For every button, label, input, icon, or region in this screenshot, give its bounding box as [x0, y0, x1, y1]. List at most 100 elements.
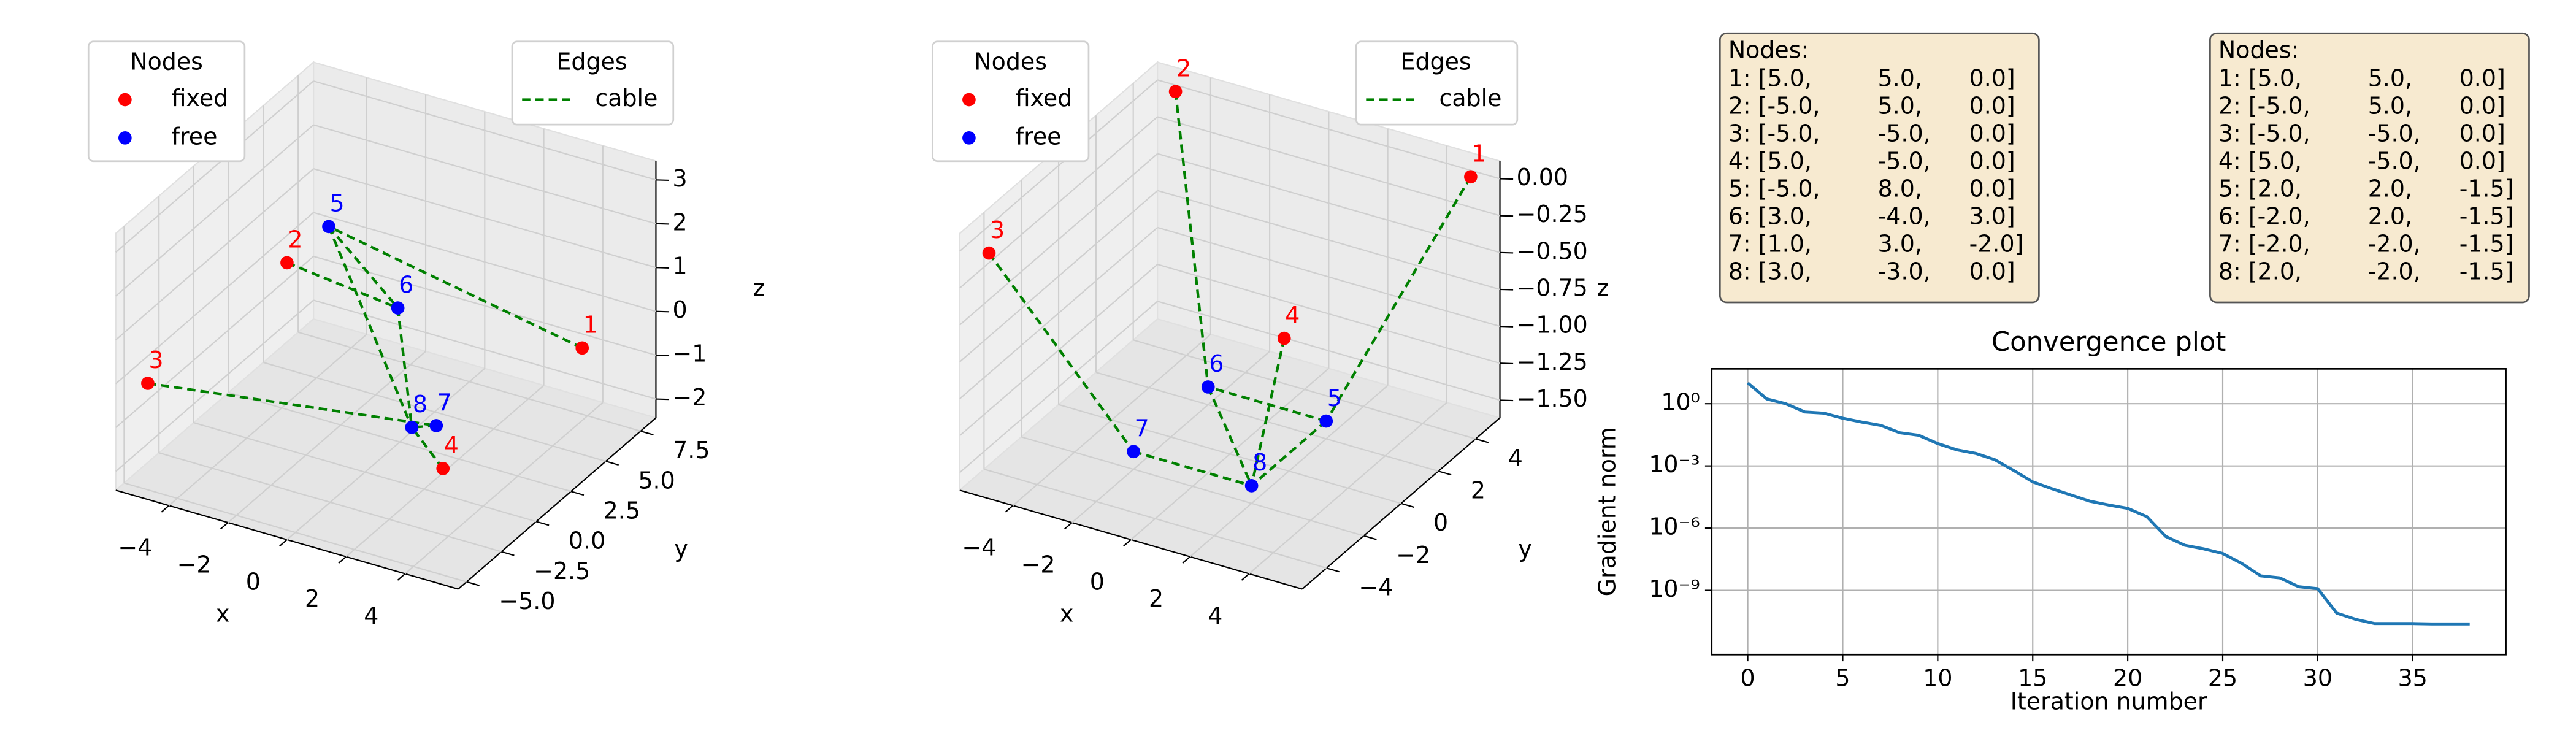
node-label: 1 — [583, 312, 598, 339]
z-tick-label: −0.75 — [1517, 274, 1588, 301]
node — [405, 420, 419, 434]
y-axis-label: y — [1518, 535, 1531, 562]
x-tick-label: 0 — [1090, 568, 1105, 595]
grid-line — [193, 422, 537, 523]
x-tick-label: 10 — [1923, 664, 1952, 691]
legend-label: fixed — [172, 85, 229, 112]
legend-marker — [118, 93, 132, 107]
text-box — [2209, 32, 2530, 304]
tick-mark — [656, 267, 670, 269]
node — [391, 301, 405, 315]
node-label: 1 — [1471, 140, 1486, 167]
text-box-cell: -5.0, — [2368, 120, 2421, 147]
grid-line — [313, 80, 656, 181]
grid-line — [313, 255, 656, 356]
z-tick-label: 2 — [673, 209, 688, 236]
text-box-cell: 1: [5.0, — [2218, 65, 2302, 92]
grid-line — [1157, 264, 1500, 364]
plot-frame — [1711, 368, 2507, 656]
legend-marker — [962, 131, 976, 145]
grid-line — [115, 80, 314, 253]
tick-mark — [1500, 288, 1514, 291]
node-label: 6 — [399, 271, 413, 298]
text-box-cell: 3: [-5.0, — [1728, 120, 1820, 147]
text-box-cell: -5.0, — [1878, 120, 1931, 147]
tick-mark — [1500, 399, 1514, 402]
text-box-cell: 6: [3.0, — [1728, 202, 1812, 229]
text-box — [1719, 32, 2040, 304]
grid-line — [115, 124, 314, 297]
y-tick-label: −5.0 — [499, 588, 555, 615]
tick-mark — [501, 551, 515, 556]
node — [280, 256, 294, 270]
text-box-title: Nodes: — [2218, 36, 2299, 63]
z-tick-label: −1.25 — [1517, 348, 1588, 375]
grid-line — [959, 264, 1158, 437]
grid-line — [115, 299, 314, 472]
edge — [1208, 385, 1327, 423]
y-tick-label: 7.5 — [673, 437, 710, 464]
node-label: 6 — [1209, 350, 1224, 377]
y-tick-label: 0 — [1433, 509, 1448, 536]
z-axis-label: z — [753, 274, 765, 301]
text-box-cell: -5.0, — [2368, 147, 2421, 174]
text-box-title: Nodes: — [1728, 36, 1809, 63]
grid-line — [313, 167, 656, 269]
text-box-cell: 2: [-5.0, — [1728, 92, 1820, 119]
y-axis-label: Gradient norm — [1593, 427, 1620, 596]
tick-mark — [1500, 362, 1514, 364]
tick-mark — [570, 491, 585, 496]
z-tick-label: −2 — [673, 384, 707, 411]
text-box-cell: -2.0, — [2368, 230, 2421, 257]
legend-box — [931, 40, 1090, 163]
node — [575, 341, 589, 355]
node — [1244, 479, 1259, 493]
z-tick-label: −1 — [673, 340, 707, 367]
text-box-cell: 5: [2.0, — [2218, 175, 2302, 202]
legend-box — [511, 40, 675, 126]
grid-line — [115, 168, 314, 341]
z-tick-label: −1.50 — [1517, 385, 1588, 412]
tick-mark — [1241, 573, 1250, 581]
text-box-cell: 4: [5.0, — [1728, 147, 1812, 174]
text-box-cell: -4.0, — [1878, 202, 1931, 229]
tick-mark — [640, 430, 654, 436]
text-box-cell: 3: [-5.0, — [2218, 120, 2310, 147]
grid-line — [115, 212, 314, 385]
grid-line — [313, 124, 656, 224]
text-box-cell: 5: [-5.0, — [1728, 175, 1820, 202]
text-box-cell: 3.0, — [1878, 230, 1922, 257]
z-tick-label: −1.00 — [1517, 312, 1588, 339]
node-label: 5 — [1327, 385, 1342, 412]
text-box-cell: 5.0, — [1878, 92, 1922, 119]
tick-mark — [1005, 505, 1014, 513]
node — [429, 419, 443, 432]
tick-mark — [1438, 470, 1452, 476]
node — [141, 377, 155, 390]
text-box-cell: -2.0, — [2368, 258, 2421, 285]
node — [322, 220, 335, 234]
x-tick-label: 30 — [2303, 664, 2333, 691]
edge — [1133, 450, 1252, 487]
node-label: 4 — [1285, 302, 1300, 329]
tick-mark — [397, 573, 406, 581]
x-tick-label: 35 — [2398, 664, 2428, 691]
node — [1464, 170, 1478, 184]
tick-mark — [279, 539, 288, 547]
grid-line — [1157, 153, 1500, 253]
grid-line — [959, 79, 1158, 252]
y-axis-label: y — [674, 535, 688, 562]
tick-mark — [1363, 535, 1377, 540]
grid-line — [297, 331, 641, 432]
grid-line — [1157, 190, 1500, 290]
tick-mark — [1064, 522, 1073, 530]
x-tick-label: 0 — [1741, 664, 1755, 691]
edge — [1206, 386, 1253, 486]
x-tick-label: 4 — [1208, 602, 1222, 629]
tick-mark — [1500, 178, 1514, 180]
grid-line — [124, 482, 467, 583]
text-box-cell: -1.5] — [2459, 230, 2514, 257]
y-tick-label: −2.5 — [534, 558, 590, 585]
grid-line — [1021, 436, 1364, 537]
y-tick-label: 5.0 — [638, 467, 675, 494]
